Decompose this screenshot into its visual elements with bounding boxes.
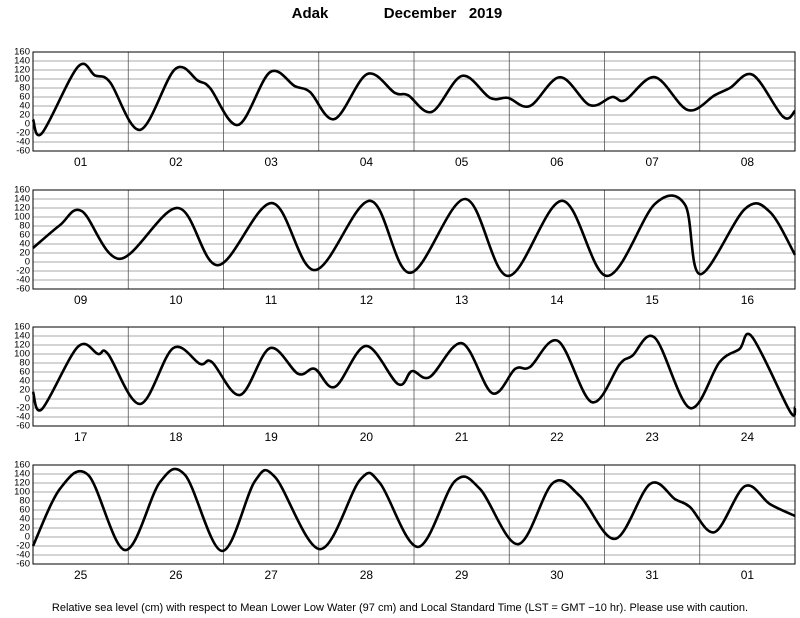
y-tick-label: -20 (16, 266, 30, 277)
day-label: 12 (360, 293, 374, 307)
plot-frame (32, 326, 796, 427)
day-label: 16 (741, 293, 755, 307)
tide-line (31, 62, 796, 137)
day-label: 11 (265, 293, 278, 307)
y-tick-label: -20 (16, 403, 30, 414)
y-tick-label: -40 (16, 137, 30, 148)
y-tick-label: 0 (25, 119, 30, 130)
y-tick-label: 20 (19, 248, 30, 259)
day-label: 09 (74, 293, 88, 307)
y-tick-label: 160 (14, 185, 30, 196)
y-tick-label: 60 (19, 367, 30, 378)
y-tick-label: 20 (19, 110, 30, 121)
y-tick-label: -20 (16, 541, 30, 552)
y-tick-label: 100 (14, 349, 30, 360)
y-tick-label: 20 (19, 385, 30, 396)
day-label: 25 (74, 568, 88, 582)
y-tick-label: 140 (14, 331, 30, 342)
y-tick-label: 160 (14, 47, 30, 58)
y-tick-label: -20 (16, 128, 30, 139)
day-label: 01 (74, 155, 88, 169)
day-label: 30 (550, 568, 564, 582)
y-tick-label: 120 (14, 478, 30, 489)
plot-frame (32, 51, 796, 152)
y-tick-label: 80 (19, 83, 30, 94)
day-label: 08 (741, 155, 755, 169)
day-label: 29 (455, 568, 469, 582)
day-label: 18 (169, 430, 183, 444)
y-tick-label: -40 (16, 275, 30, 286)
y-tick-label: 120 (14, 203, 30, 214)
tide-line (32, 194, 797, 278)
y-tick-label: 0 (25, 532, 30, 543)
y-tick-label: 100 (14, 212, 30, 223)
day-label: 04 (360, 155, 374, 169)
day-label: 13 (455, 293, 469, 307)
day-label: 02 (169, 155, 183, 169)
y-tick-label: 40 (19, 376, 30, 387)
day-label: 05 (455, 155, 469, 169)
day-label: 27 (264, 568, 278, 582)
station-title: Adak (292, 5, 329, 22)
tide-line (31, 467, 796, 553)
y-tick-label: 20 (19, 523, 30, 534)
y-tick-label: 60 (19, 230, 30, 241)
day-label: 15 (645, 293, 659, 307)
y-tick-label: 140 (14, 469, 30, 480)
day-label: 10 (169, 293, 183, 307)
caption: Relative sea level (cm) with respect to … (52, 602, 748, 614)
day-label: 24 (741, 430, 755, 444)
y-tick-label: 120 (14, 340, 30, 351)
day-label: 07 (645, 155, 659, 169)
day-label: 28 (360, 568, 374, 582)
day-label: 03 (264, 155, 278, 169)
plot-frame (32, 189, 796, 290)
y-tick-label: 140 (14, 56, 30, 67)
y-tick-label: 40 (19, 239, 30, 250)
y-tick-label: 80 (19, 221, 30, 232)
y-tick-label: -60 (16, 284, 30, 295)
y-tick-label: -60 (16, 146, 30, 157)
y-tick-label: -40 (16, 412, 30, 423)
day-label: 01 (741, 568, 755, 582)
y-tick-label: 80 (19, 358, 30, 369)
day-label: 31 (645, 568, 659, 582)
day-label: 23 (645, 430, 659, 444)
y-tick-label: 100 (14, 74, 30, 85)
month-title: December 2019 (384, 5, 502, 22)
y-tick-label: -60 (16, 421, 30, 432)
day-label: 22 (550, 430, 564, 444)
day-label: 17 (74, 430, 88, 444)
y-tick-label: 0 (25, 394, 30, 405)
day-label: 06 (550, 155, 564, 169)
day-label: 20 (360, 430, 374, 444)
y-tick-label: 120 (14, 65, 30, 76)
day-label: 14 (550, 293, 564, 307)
day-label: 19 (264, 430, 278, 444)
day-label: 26 (169, 568, 183, 582)
day-label: 21 (455, 430, 469, 444)
y-tick-label: 40 (19, 514, 30, 525)
y-tick-label: -60 (16, 559, 30, 570)
y-tick-label: 60 (19, 505, 30, 516)
y-tick-label: 140 (14, 194, 30, 205)
y-tick-label: 160 (14, 460, 30, 471)
y-tick-label: 60 (19, 92, 30, 103)
y-tick-label: -40 (16, 550, 30, 561)
tide-line (31, 332, 797, 417)
y-tick-label: 160 (14, 322, 30, 333)
y-tick-label: 0 (25, 257, 30, 268)
y-tick-label: 80 (19, 496, 30, 507)
y-tick-label: 40 (19, 101, 30, 112)
y-tick-label: 100 (14, 487, 30, 498)
